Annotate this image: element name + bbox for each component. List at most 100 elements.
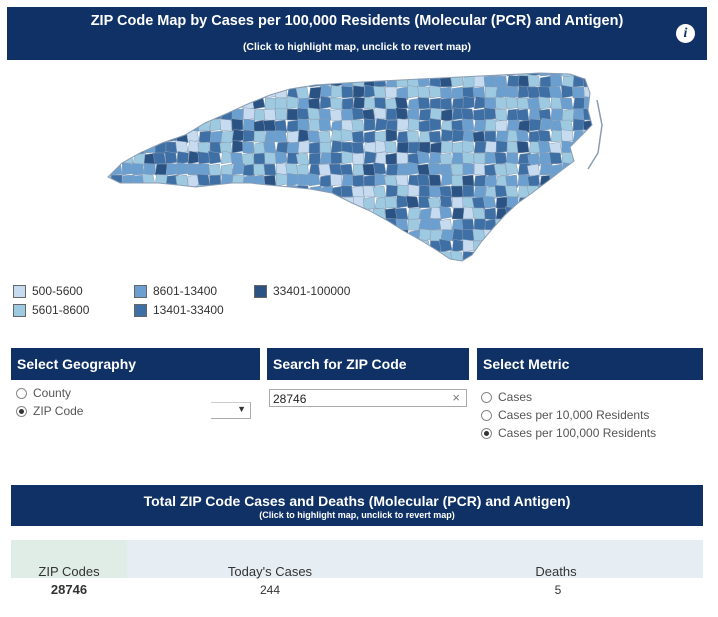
zip-region[interactable] [395,107,409,121]
zip-region[interactable] [264,97,277,110]
zip-region[interactable] [595,97,606,109]
zip-region[interactable] [472,207,486,220]
zip-region[interactable] [231,75,244,89]
zip-region[interactable] [352,65,366,77]
zip-region[interactable] [361,251,376,264]
zip-region[interactable] [275,228,290,242]
zip-region[interactable] [374,97,387,110]
zip-region[interactable] [154,174,168,187]
zip-region[interactable] [451,65,465,77]
zip-region[interactable] [176,162,189,176]
zip-region[interactable] [100,228,112,242]
zip-region[interactable] [495,240,508,255]
zip-region[interactable] [548,86,563,99]
zip-region[interactable] [506,240,519,255]
zip-region[interactable] [176,65,191,79]
zip-region[interactable] [374,251,389,263]
zip-region[interactable] [186,185,200,200]
zip-region[interactable] [252,185,266,198]
zip-region[interactable] [418,108,432,122]
zip-region[interactable] [516,108,530,122]
zip-region[interactable] [307,173,321,187]
zip-region[interactable] [397,262,409,270]
zip-region[interactable] [274,150,288,165]
zip-region[interactable] [559,119,574,132]
zip-region[interactable] [286,205,301,220]
zip-region[interactable] [330,173,343,187]
zip-region[interactable] [572,196,586,209]
zip-region[interactable] [198,130,212,144]
zip-region[interactable] [362,163,376,176]
zip-region[interactable] [396,250,410,263]
zip-region[interactable] [142,119,156,132]
zip-region[interactable] [275,240,289,253]
zip-region[interactable] [329,205,343,220]
zip-region[interactable] [209,251,223,263]
zip-region[interactable] [407,184,420,198]
zip-region[interactable] [231,174,245,187]
zip-region[interactable] [185,129,200,143]
zip-region[interactable] [275,196,289,211]
radio-button[interactable] [481,427,492,439]
zip-region[interactable] [220,263,232,270]
zip-region[interactable] [100,207,114,221]
zip-region[interactable] [110,141,124,155]
zip-region[interactable] [472,65,486,77]
zip-region[interactable] [143,97,156,110]
zip-region[interactable] [121,108,134,121]
zip-region[interactable] [506,152,519,165]
zip-region[interactable] [550,251,563,264]
zip-region[interactable] [100,185,112,199]
zip-region[interactable] [474,263,486,270]
zip-region[interactable] [242,250,255,263]
zip-region[interactable] [208,65,222,77]
zip-region[interactable] [275,263,287,270]
zip-region[interactable] [451,86,464,100]
zip-region[interactable] [394,96,409,110]
zip-region[interactable] [461,229,475,242]
zip-region[interactable] [352,174,365,188]
zip-region[interactable] [473,108,486,122]
zip-region[interactable] [297,107,310,121]
zip-region[interactable] [394,207,409,220]
zip-region[interactable] [198,251,212,265]
zip-region[interactable] [319,206,332,220]
zip-region[interactable] [416,174,431,187]
zip-region[interactable] [418,185,431,198]
zip-region[interactable] [154,119,167,132]
zip-region[interactable] [220,207,233,222]
zip-region[interactable] [606,206,615,219]
zip-region[interactable] [407,161,420,176]
zip-region[interactable] [230,152,244,165]
zip-region[interactable] [188,262,201,270]
zip-region[interactable] [263,196,277,209]
zip-region[interactable] [121,217,135,231]
zip-region[interactable] [374,240,387,255]
zip-region[interactable] [595,252,607,264]
radio-cases[interactable]: Cases [481,390,532,404]
zip-region[interactable] [385,251,398,264]
zip-region[interactable] [132,240,145,253]
zip-region[interactable] [308,152,321,165]
radio-county[interactable]: County [16,386,71,400]
zip-region[interactable] [275,141,290,154]
zip-region[interactable] [133,263,145,270]
nc-zip-map[interactable] [100,65,615,270]
zip-search-input[interactable]: 28746 × [269,389,467,407]
zip-region[interactable] [548,65,563,77]
zip-region[interactable] [408,263,420,270]
zip-region[interactable] [121,240,135,253]
zip-region[interactable] [210,263,222,270]
zip-region[interactable] [407,218,420,231]
zip-region[interactable] [550,239,563,253]
zip-region[interactable] [230,184,244,198]
zip-region[interactable] [352,96,366,110]
zip-region[interactable] [131,65,145,78]
zip-region[interactable] [418,119,431,134]
zip-region[interactable] [275,172,288,187]
zip-region[interactable] [308,196,321,209]
zip-region[interactable] [417,65,431,79]
zip-region[interactable] [154,65,167,77]
zip-region[interactable] [351,141,365,155]
zip-region[interactable] [308,65,321,77]
